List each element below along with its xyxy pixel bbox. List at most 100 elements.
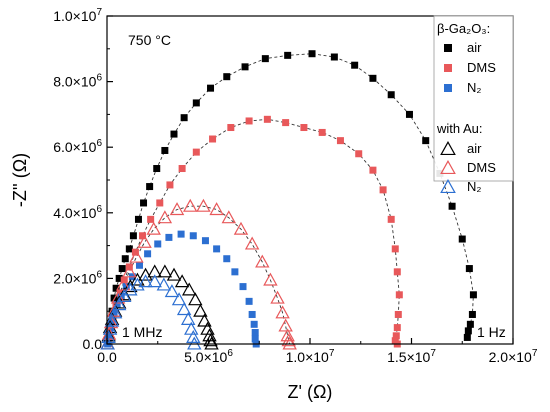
data-point — [137, 234, 152, 248]
data-point — [129, 249, 144, 263]
data-point — [139, 232, 147, 240]
data-point — [387, 215, 395, 223]
data-point — [213, 245, 221, 253]
data-point — [248, 310, 256, 318]
data-point — [166, 267, 182, 281]
data-point — [130, 272, 145, 286]
legend-marker-4 — [440, 159, 456, 175]
data-point — [387, 91, 395, 99]
data-point — [464, 327, 472, 335]
data-point — [241, 63, 249, 71]
data-point — [223, 73, 231, 81]
data-point — [165, 233, 173, 241]
data-point — [186, 330, 201, 343]
data-point — [468, 310, 476, 318]
data-point — [147, 264, 162, 278]
data-point — [270, 290, 285, 304]
data-point — [171, 292, 187, 306]
data-point — [170, 130, 178, 138]
y-tick-label-2: 4.0×106 — [53, 204, 102, 221]
data-point — [261, 55, 269, 63]
data-point — [144, 250, 152, 258]
data-point — [448, 202, 456, 210]
data-point — [189, 232, 197, 240]
data-point — [395, 291, 403, 299]
data-point — [263, 272, 278, 286]
legend-group-title-ga2o3: β-Ga₂O₃: — [437, 21, 490, 36]
legend-group-title-au: with Au: — [436, 121, 483, 136]
data-point — [105, 333, 113, 341]
data-point — [122, 264, 137, 278]
data-point — [282, 119, 290, 127]
data-point — [146, 183, 154, 191]
legend-entries: air DMS N₂ air DMS N₂ — [440, 40, 496, 194]
data-point — [392, 332, 400, 340]
data-point — [177, 230, 185, 238]
data-point — [251, 329, 259, 337]
data-point — [458, 235, 466, 243]
data-point — [469, 291, 477, 299]
data-point — [180, 114, 188, 122]
data-point — [196, 198, 211, 212]
data-points — [100, 50, 477, 350]
x-tick-label-0: 0.0 — [97, 349, 117, 365]
data-point — [223, 255, 231, 263]
data-point — [192, 99, 200, 107]
data-point — [318, 128, 326, 136]
data-point — [129, 232, 137, 240]
data-point — [147, 215, 155, 223]
data-point — [135, 261, 143, 269]
data-point — [161, 146, 169, 154]
data-point — [284, 51, 292, 59]
data-point — [157, 210, 173, 224]
data-point — [201, 237, 209, 245]
data-point — [110, 309, 118, 317]
data-point — [221, 210, 237, 224]
data-point — [146, 221, 161, 235]
data-point — [181, 282, 197, 296]
data-point — [156, 199, 164, 207]
data-point — [379, 186, 387, 194]
y-tick-label-3: 6.0×106 — [53, 138, 102, 155]
data-point — [188, 292, 203, 306]
y-tick-label-1: 2.0×106 — [53, 269, 102, 286]
data-point — [355, 150, 363, 158]
data-point — [154, 240, 162, 248]
data-point — [147, 274, 162, 288]
data-point — [231, 268, 239, 276]
data-point — [394, 310, 402, 318]
data-point — [463, 333, 471, 341]
data-point — [275, 305, 290, 319]
data-point — [251, 335, 259, 343]
data-point — [112, 284, 120, 292]
data-point — [156, 277, 172, 291]
data-point — [391, 245, 399, 253]
data-point — [117, 287, 132, 301]
data-point — [107, 305, 123, 319]
data-point — [111, 297, 127, 311]
data-point — [138, 267, 153, 281]
x-tick-label-1: 5.0×106 — [184, 348, 233, 365]
data-point — [183, 198, 198, 212]
x-tick-label-4: 2.0×107 — [489, 348, 538, 365]
data-point — [263, 115, 271, 123]
data-point — [465, 265, 473, 273]
y-tick-label-4: 8.0×106 — [53, 73, 102, 90]
data-point — [157, 264, 173, 278]
data-point — [123, 282, 138, 296]
data-point — [227, 124, 235, 132]
data-point — [113, 301, 121, 309]
data-point — [393, 324, 401, 332]
legend-marker-1 — [444, 64, 452, 72]
low-frequency-label: 1 MHz — [122, 324, 162, 340]
data-point — [140, 199, 148, 207]
data-point — [369, 74, 377, 82]
data-point — [336, 137, 344, 145]
legend-label-1: DMS — [467, 60, 496, 75]
data-point — [281, 333, 296, 347]
high-frequency-label: 1 Hz — [477, 324, 506, 340]
data-point — [138, 274, 153, 288]
data-point — [108, 317, 116, 325]
fit-curves — [107, 53, 474, 345]
data-point — [116, 277, 131, 291]
